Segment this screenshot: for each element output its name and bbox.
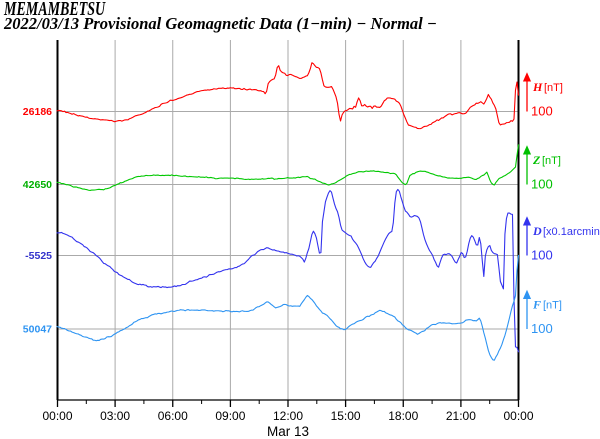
svg-text:03:00: 03:00 bbox=[100, 409, 130, 423]
svg-text:[nT]: [nT] bbox=[542, 155, 561, 167]
svg-text:[nT]: [nT] bbox=[543, 300, 562, 312]
svg-text:50047: 50047 bbox=[23, 324, 52, 336]
svg-text:H: H bbox=[532, 80, 543, 94]
svg-text:42650: 42650 bbox=[23, 179, 52, 191]
svg-text:00:00: 00:00 bbox=[503, 409, 533, 423]
svg-text:D: D bbox=[532, 224, 542, 238]
svg-text:12:00: 12:00 bbox=[273, 409, 303, 423]
svg-text:F: F bbox=[532, 298, 541, 312]
svg-text:-5525: -5525 bbox=[25, 250, 52, 262]
svg-text:06:00: 06:00 bbox=[158, 409, 188, 423]
svg-text:100: 100 bbox=[531, 177, 553, 192]
svg-text:18:00: 18:00 bbox=[388, 409, 418, 423]
svg-text:00:00: 00:00 bbox=[42, 409, 72, 423]
svg-text:100: 100 bbox=[531, 104, 553, 119]
svg-text:09:00: 09:00 bbox=[215, 409, 245, 423]
svg-text:[nT]: [nT] bbox=[544, 82, 563, 94]
svg-text:[x0.1arcmin]: [x0.1arcmin] bbox=[543, 226, 600, 238]
svg-text:15:00: 15:00 bbox=[331, 409, 361, 423]
svg-text:21:00: 21:00 bbox=[446, 409, 476, 423]
svg-text:100: 100 bbox=[531, 248, 553, 263]
svg-text:26186: 26186 bbox=[23, 106, 52, 118]
svg-text:100: 100 bbox=[531, 321, 553, 336]
svg-text:Z: Z bbox=[532, 153, 541, 167]
svg-text:Mar 13: Mar 13 bbox=[267, 424, 309, 439]
